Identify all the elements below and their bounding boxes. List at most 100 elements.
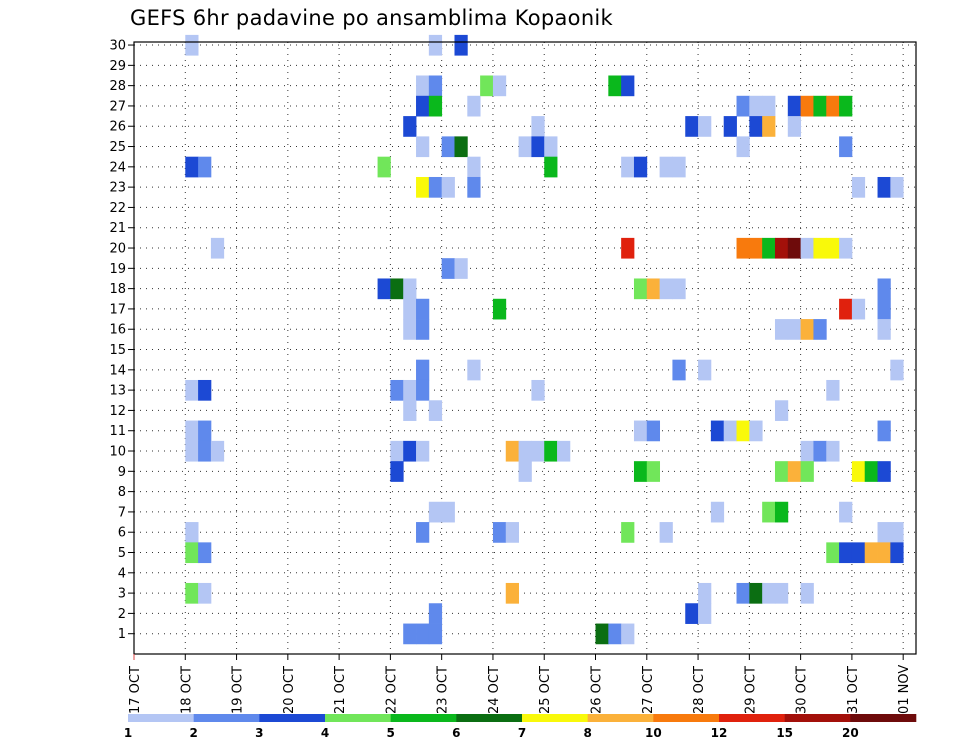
legend-swatch — [784, 714, 851, 722]
y-tick-label: 15 — [109, 343, 126, 358]
heatmap-cell — [531, 440, 545, 462]
heatmap-cell — [390, 278, 404, 300]
heatmap-cell — [544, 440, 558, 462]
y-tick-label: 3 — [118, 587, 126, 602]
heatmap-cell — [813, 237, 827, 259]
heatmap-cell — [531, 116, 545, 137]
heatmap-cell — [416, 522, 430, 543]
heatmap-cell — [646, 461, 661, 482]
heatmap-cell — [774, 461, 789, 482]
legend-label: 1 — [124, 726, 132, 740]
heatmap-cell — [826, 237, 840, 259]
heatmap-cell — [800, 582, 814, 604]
heatmap-cell — [621, 156, 635, 178]
heatmap-cell — [659, 522, 673, 543]
heatmap-cell — [557, 440, 571, 462]
legend-label: 12 — [711, 726, 728, 740]
heatmap-cell — [890, 522, 904, 543]
heatmap-cell — [403, 116, 417, 137]
heatmap-cell — [698, 359, 712, 381]
heatmap-cell — [736, 237, 750, 259]
heatmap-cell — [877, 319, 891, 340]
heatmap-cell — [864, 542, 878, 564]
legend-label: 10 — [645, 726, 662, 740]
heatmap-cell — [851, 542, 866, 564]
y-tick-label: 14 — [109, 363, 126, 378]
heatmap-cell — [877, 298, 891, 320]
legend-label: 5 — [386, 726, 394, 740]
heatmap-cell — [198, 156, 212, 178]
heatmap-cell — [505, 522, 519, 543]
heatmap-cell — [787, 319, 802, 340]
heatmap-cell — [646, 278, 661, 300]
legend-swatch — [259, 714, 326, 722]
heatmap-cell — [839, 95, 853, 117]
heatmap-cell — [467, 359, 481, 381]
x-tick-label: 31 OCT — [846, 666, 861, 714]
x-tick-label: 29 OCT — [743, 666, 758, 714]
heatmap-cell — [403, 379, 417, 401]
legend-label: 6 — [452, 726, 460, 740]
heatmap-cell — [800, 319, 814, 340]
heatmap-cell — [492, 75, 507, 97]
y-tick-label: 28 — [109, 79, 126, 94]
y-axis: 1234567891011121314151617181920212223242… — [109, 39, 134, 642]
heatmap-cell — [723, 116, 737, 137]
legend-label: 7 — [518, 726, 526, 740]
legend-swatch — [325, 714, 391, 722]
heatmap-cell — [646, 420, 661, 442]
heatmap-cell — [762, 95, 776, 117]
x-axis: 17 OCT 18 OCT 19 OCT 20 OCT 21 OCT 22 OCT 23 O… — [128, 654, 912, 714]
y-tick-label: 1 — [118, 627, 126, 642]
x-tick-label: 17 OCT — [128, 666, 143, 714]
heatmap-cell — [749, 582, 763, 604]
x-tick-label: 25 OCT — [538, 666, 553, 714]
heatmap-cell — [762, 501, 776, 523]
heatmap-cell — [416, 95, 430, 117]
y-tick-label: 26 — [109, 120, 126, 135]
heatmap-cell — [762, 237, 776, 259]
heatmap-cell — [864, 461, 878, 482]
heatmap-cell — [416, 319, 430, 340]
heatmap-cell — [608, 75, 622, 97]
heatmap-cell — [774, 582, 789, 604]
heatmap-cell — [505, 582, 519, 604]
heatmap-cell — [185, 34, 199, 56]
x-tick-label: 28 OCT — [692, 666, 707, 714]
heatmap-cell — [723, 420, 737, 442]
y-tick-label: 7 — [118, 505, 126, 520]
heatmap-cell — [890, 542, 904, 564]
heatmap-cell — [518, 440, 532, 462]
heatmap-cell — [416, 440, 430, 462]
chart-title: GEFS 6hr padavine po ansamblima Kopaonik — [130, 6, 614, 30]
heatmap-cells — [185, 34, 904, 645]
heatmap-cell — [710, 501, 725, 523]
plot-frame — [133, 41, 917, 655]
heatmap-cell — [377, 278, 391, 300]
heatmap-cell — [416, 136, 430, 158]
heatmap-cell — [492, 522, 507, 543]
legend-swatch — [653, 714, 720, 722]
heatmap-cell — [698, 603, 712, 624]
heatmap-cell — [839, 501, 853, 523]
heatmap-cell — [800, 95, 814, 117]
legend-label: 20 — [842, 726, 859, 740]
heatmap-cell — [185, 440, 199, 462]
y-tick-label: 25 — [109, 140, 126, 155]
heatmap-cell — [633, 461, 648, 482]
heatmap-cell — [685, 116, 699, 137]
heatmap-cell — [839, 136, 853, 158]
heatmap-cell — [428, 34, 443, 56]
heatmap-cell — [749, 95, 763, 117]
heatmap-cell — [633, 420, 648, 442]
heatmap-cell — [774, 319, 789, 340]
x-tick-label: 21 OCT — [333, 666, 348, 714]
x-tick-label: 27 OCT — [641, 666, 656, 714]
y-tick-label: 5 — [118, 546, 126, 561]
heatmap-cell — [685, 603, 699, 624]
y-tick-label: 2 — [118, 607, 126, 622]
heatmap-cell — [877, 461, 891, 482]
heatmap-cell — [467, 176, 481, 198]
heatmap-cell — [428, 603, 443, 624]
